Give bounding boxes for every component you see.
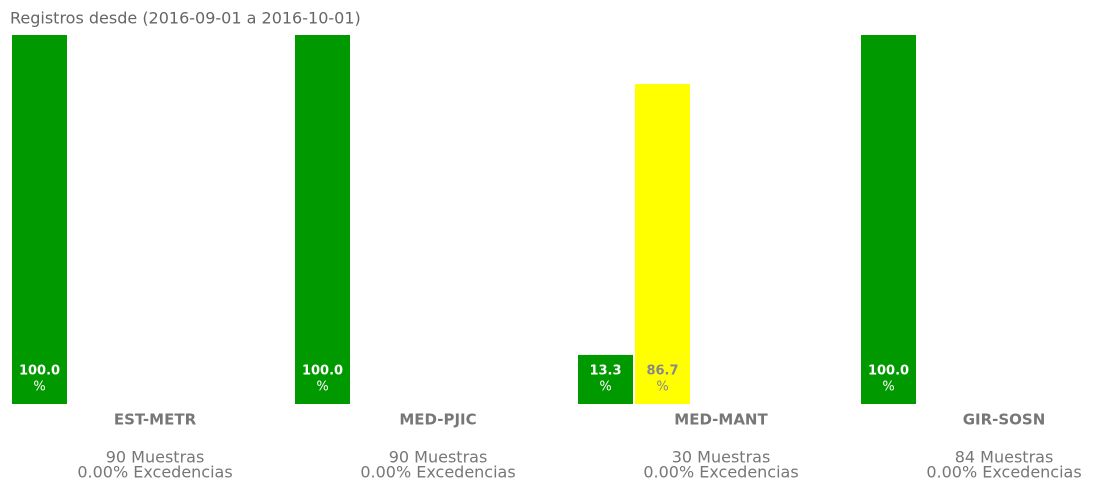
exceedance-label: 0.00% Excedencias [926, 463, 1081, 482]
value-label: 100.0 [302, 364, 343, 379]
sample-label: 90 Muestras [106, 448, 205, 467]
category-label: MED-MANT [674, 411, 768, 429]
bar [861, 35, 916, 404]
exceedance-label: 0.00% Excedencias [77, 463, 232, 482]
value-unit: % [656, 380, 668, 395]
value-label: 100.0 [19, 364, 60, 379]
value-unit: % [882, 380, 894, 395]
category-label: GIR-SOSN [963, 411, 1046, 429]
exceedance-label: 0.00% Excedencias [360, 463, 515, 482]
sample-label: 90 Muestras [389, 448, 488, 467]
value-label: 100.0 [868, 364, 909, 379]
value-label: 86.7 [646, 364, 678, 379]
category-label: EST-METR [114, 411, 197, 429]
exceedance-label: 0.00% Excedencias [643, 463, 798, 482]
value-unit: % [33, 380, 45, 395]
category-label: MED-PJIC [399, 411, 476, 429]
sample-label: 30 Muestras [672, 448, 771, 467]
bar [578, 354, 633, 404]
bar [12, 35, 67, 404]
value-label: 13.3 [589, 364, 621, 379]
sample-label: 84 Muestras [955, 448, 1054, 467]
value-unit: % [316, 380, 328, 395]
chart-title: Registros desde (2016-09-01 a 2016-10-01… [10, 9, 361, 28]
bar [295, 35, 350, 404]
value-unit: % [599, 380, 611, 395]
bar [635, 84, 690, 405]
